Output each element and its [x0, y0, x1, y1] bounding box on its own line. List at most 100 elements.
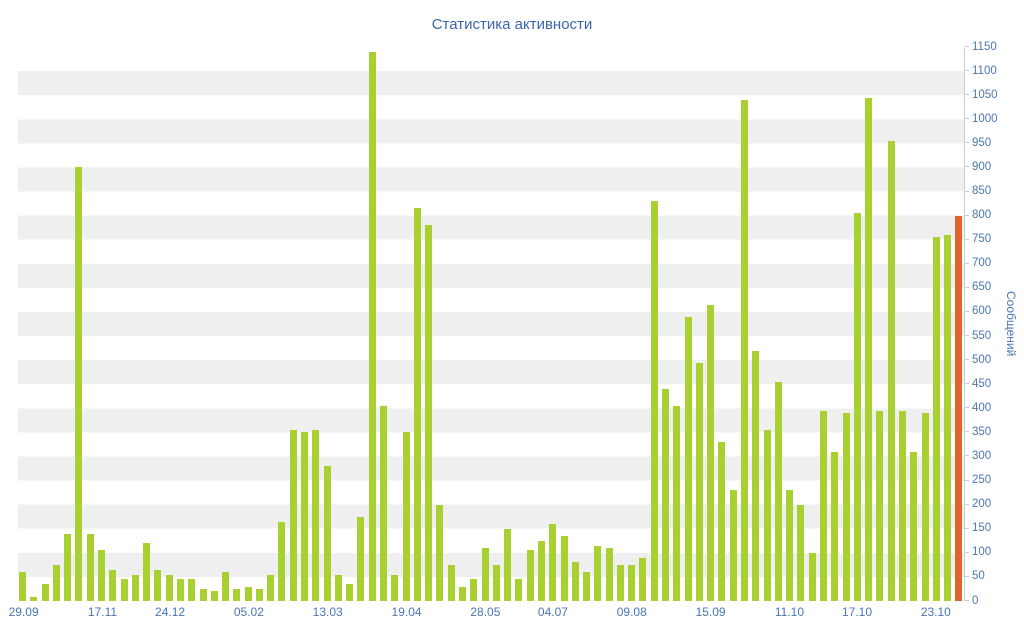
bar[interactable]	[436, 504, 444, 601]
bar[interactable]	[898, 410, 906, 601]
bar[interactable]	[808, 552, 816, 601]
bar[interactable]	[413, 208, 421, 601]
bar[interactable]	[19, 572, 26, 601]
bar[interactable]	[425, 225, 433, 601]
bar[interactable]	[233, 588, 241, 601]
bar[interactable]	[312, 429, 320, 601]
y-tick-mark	[965, 335, 969, 337]
y-tick-mark	[965, 479, 969, 481]
bar[interactable]	[876, 410, 884, 601]
bar[interactable]	[752, 350, 760, 601]
bar[interactable]	[199, 588, 207, 601]
bar[interactable]	[165, 574, 173, 601]
bar[interactable]	[470, 579, 478, 601]
bar[interactable]	[222, 572, 230, 601]
y-tick-label: 500	[972, 353, 992, 366]
bar[interactable]	[301, 432, 309, 601]
bar[interactable]	[75, 167, 83, 601]
bar[interactable]	[52, 564, 60, 601]
bar[interactable]	[628, 564, 636, 601]
bar[interactable]	[504, 528, 512, 601]
bar[interactable]	[650, 201, 658, 601]
bar[interactable]	[853, 213, 861, 601]
y-tick-label: 250	[972, 473, 992, 486]
bar[interactable]	[605, 548, 613, 601]
bar[interactable]	[910, 451, 918, 601]
bar[interactable]	[188, 579, 196, 601]
y-tick-label: 700	[972, 257, 992, 270]
bar[interactable]	[921, 413, 929, 601]
bar[interactable]	[718, 442, 726, 601]
bar[interactable]	[944, 234, 952, 601]
bar[interactable]	[458, 586, 466, 601]
bar[interactable]	[64, 533, 72, 601]
bar[interactable]	[763, 429, 771, 601]
x-tick-label: 17.11	[87, 605, 118, 619]
bar[interactable]	[244, 586, 252, 601]
bar[interactable]	[346, 584, 354, 601]
x-tick-label: 28.05	[470, 605, 501, 619]
bar[interactable]	[278, 521, 286, 601]
bar-highlighted[interactable]	[955, 215, 963, 601]
bar[interactable]	[120, 579, 128, 601]
bar[interactable]	[357, 516, 365, 601]
y-tick-mark	[965, 527, 969, 529]
bar[interactable]	[673, 405, 681, 601]
bar[interactable]	[492, 564, 500, 601]
bar[interactable]	[255, 588, 263, 601]
y-tick-label: 200	[972, 497, 992, 510]
bar[interactable]	[865, 97, 873, 601]
bar[interactable]	[210, 591, 218, 601]
bar[interactable]	[267, 574, 275, 601]
bar[interactable]	[154, 569, 162, 601]
bar[interactable]	[515, 579, 523, 601]
bar[interactable]	[481, 548, 489, 601]
bar[interactable]	[707, 304, 715, 601]
bar[interactable]	[639, 557, 647, 601]
bar[interactable]	[695, 362, 703, 601]
bar[interactable]	[741, 100, 748, 601]
bar[interactable]	[391, 574, 399, 601]
bar[interactable]	[549, 523, 557, 601]
bar[interactable]	[368, 51, 376, 601]
bar[interactable]	[932, 237, 940, 601]
bar[interactable]	[819, 410, 827, 601]
y-tick-mark	[965, 600, 969, 601]
y-tick-mark	[965, 575, 969, 577]
bar[interactable]	[583, 572, 591, 601]
bar[interactable]	[526, 550, 534, 601]
bar[interactable]	[143, 543, 151, 601]
bar[interactable]	[131, 574, 139, 601]
bar[interactable]	[774, 381, 782, 601]
bar[interactable]	[402, 432, 410, 601]
x-tick-label: 15.09	[695, 605, 726, 619]
y-tick-mark	[965, 166, 969, 168]
x-tick-label: 24.12	[155, 605, 186, 619]
bar[interactable]	[176, 579, 184, 601]
bar[interactable]	[334, 574, 342, 601]
bar[interactable]	[887, 140, 895, 601]
bar[interactable]	[97, 550, 105, 601]
bar[interactable]	[289, 429, 297, 601]
bar[interactable]	[41, 584, 49, 601]
bar[interactable]	[594, 545, 602, 601]
bar[interactable]	[380, 405, 387, 601]
bar[interactable]	[616, 564, 624, 601]
bar[interactable]	[662, 389, 670, 601]
bar[interactable]	[560, 535, 568, 601]
bar[interactable]	[30, 597, 38, 601]
bar[interactable]	[447, 564, 455, 601]
bar[interactable]	[109, 569, 117, 601]
y-tick-label: 100	[972, 546, 992, 559]
bar[interactable]	[537, 540, 545, 601]
bar[interactable]	[684, 316, 692, 601]
bar[interactable]	[323, 466, 331, 601]
bar[interactable]	[571, 562, 579, 601]
bar[interactable]	[86, 533, 94, 601]
bar[interactable]	[729, 490, 737, 601]
bar[interactable]	[842, 413, 850, 601]
bar[interactable]	[831, 451, 839, 601]
bar[interactable]	[786, 490, 794, 601]
bar[interactable]	[797, 504, 805, 601]
y-tick-label: 1050	[972, 88, 998, 101]
